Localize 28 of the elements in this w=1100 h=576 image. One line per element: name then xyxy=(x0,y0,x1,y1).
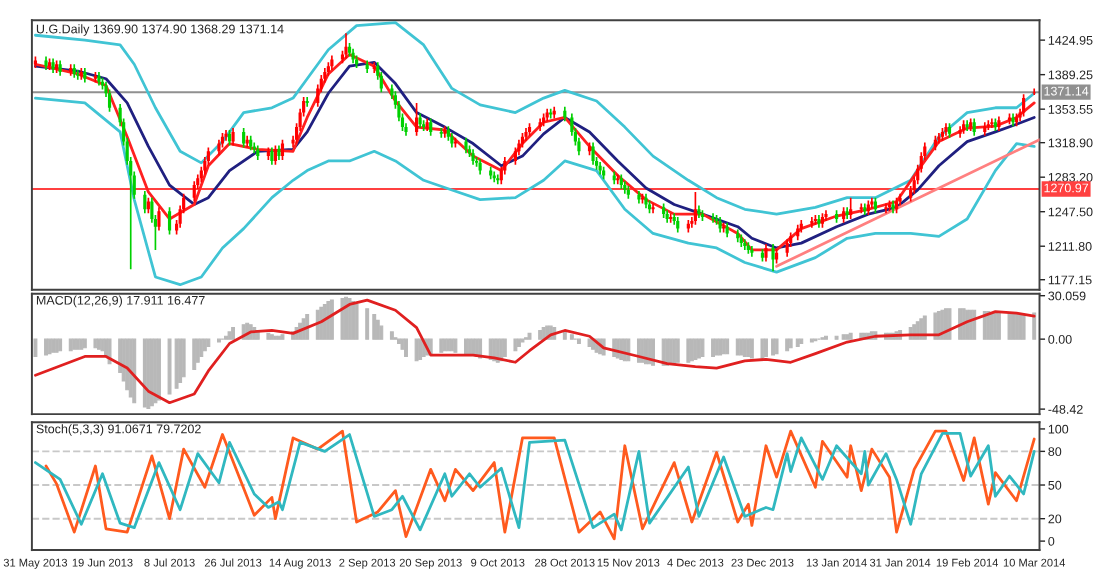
candlestick xyxy=(693,191,697,226)
candlestick xyxy=(496,173,500,185)
candlestick xyxy=(167,206,172,236)
candlestick xyxy=(76,69,80,81)
candlestick xyxy=(316,83,320,108)
candlestick xyxy=(305,96,309,108)
candlestick xyxy=(192,180,196,203)
candlestick xyxy=(859,202,863,214)
candlestick xyxy=(990,117,994,129)
line-series xyxy=(34,298,1036,405)
candlestick xyxy=(986,119,990,131)
line-series xyxy=(34,96,1036,287)
candlestick xyxy=(1022,93,1026,118)
line-series xyxy=(34,21,1036,216)
candlestick xyxy=(570,112,574,137)
candlestick xyxy=(439,127,443,139)
candlestick xyxy=(849,196,853,220)
candlestick xyxy=(344,32,348,60)
candlestick xyxy=(616,173,620,185)
candlestick xyxy=(771,243,775,272)
candlestick xyxy=(157,206,161,232)
candlestick xyxy=(651,202,655,214)
candlestick xyxy=(143,190,147,214)
candlestick xyxy=(591,141,595,166)
candlestick xyxy=(107,88,112,113)
candlestick xyxy=(669,212,673,224)
candlestick xyxy=(884,202,888,214)
candlestick xyxy=(711,212,715,224)
